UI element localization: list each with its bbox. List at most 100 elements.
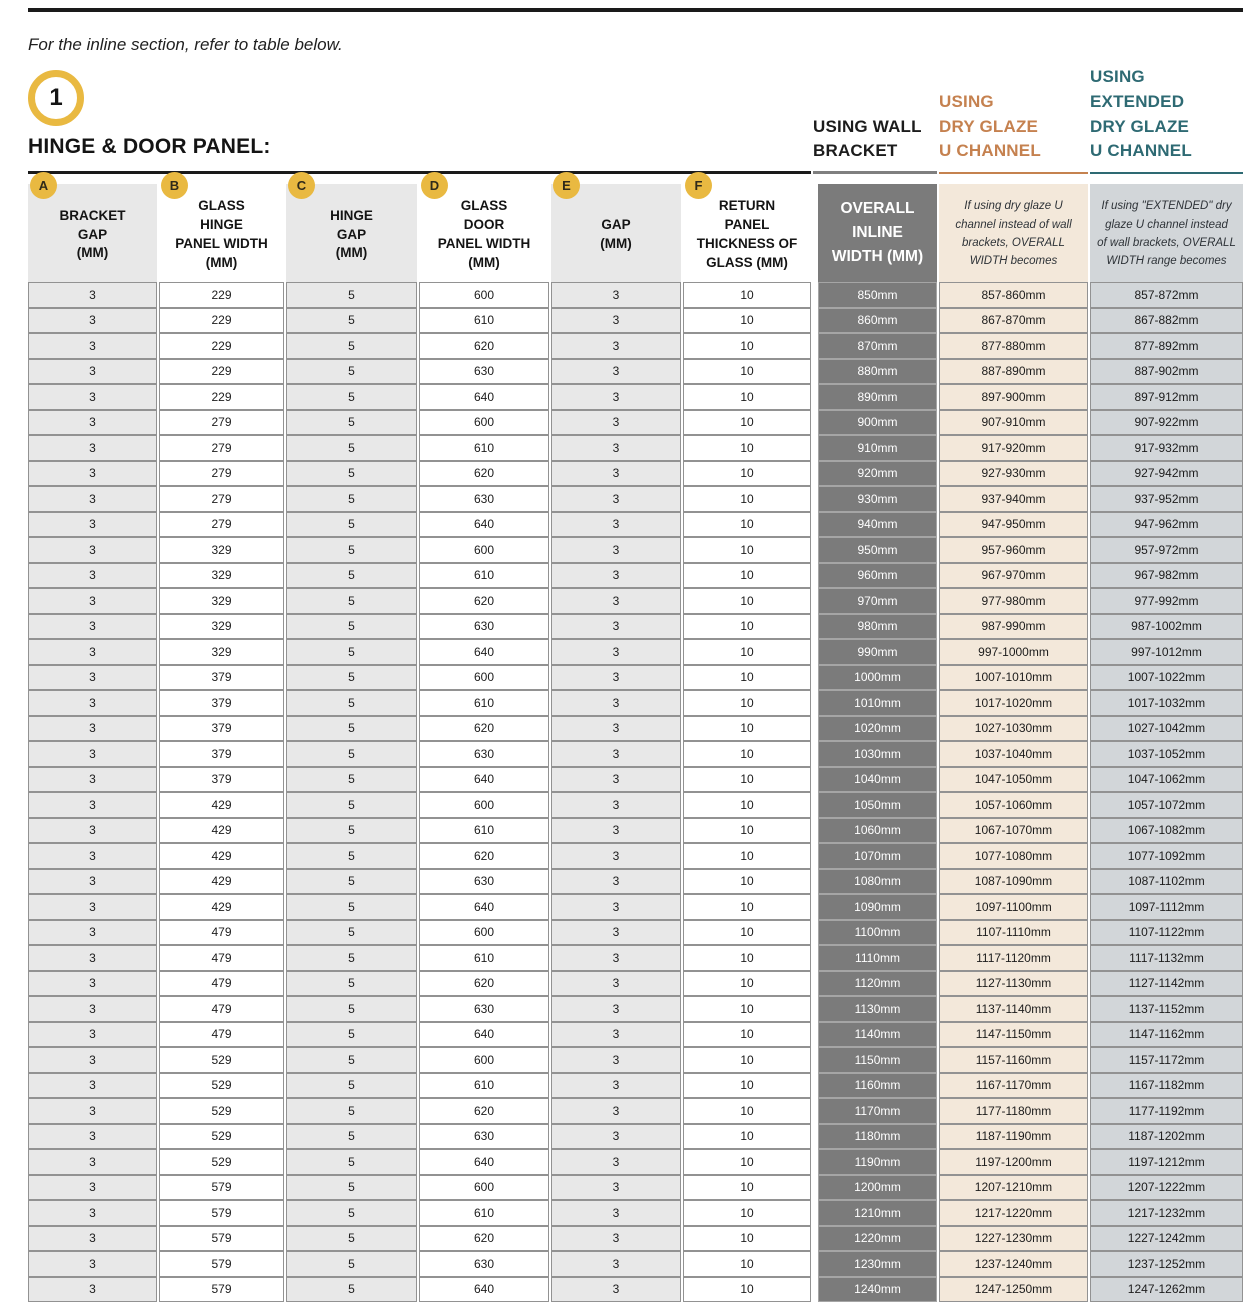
table-cell: 1017-1020mm <box>939 690 1088 716</box>
table-cell: 5 <box>286 715 417 741</box>
table-cell: 1157-1172mm <box>1090 1047 1243 1073</box>
table-cell: 10 <box>683 409 811 435</box>
table-cell: 3 <box>28 1225 157 1251</box>
column-header-label: HINGE GAP (MM) <box>330 207 373 261</box>
table-cell: 1247-1262mm <box>1090 1276 1243 1302</box>
table-cell: 947-950mm <box>939 511 1088 537</box>
table-cell: 3 <box>551 358 681 384</box>
table-row: 3 279 5 610 3 10 910mm 917-920mm 917-932mm <box>28 435 1243 461</box>
table-cell: 3 <box>551 843 681 869</box>
table-cell: 1010mm <box>818 690 937 716</box>
extended-dry-glaze-underline <box>1090 172 1243 174</box>
header-rules-row <box>28 171 1243 174</box>
table-cell: 1197-1200mm <box>939 1149 1088 1175</box>
table-cell: 630 <box>419 868 549 894</box>
table-cell: 3 <box>551 409 681 435</box>
table-cell: 10 <box>683 894 811 920</box>
table-cell: 3 <box>28 460 157 486</box>
table-cell: 3 <box>28 639 157 665</box>
table-cell: 1120mm <box>818 970 937 996</box>
table-cell: 10 <box>683 868 811 894</box>
table-cell: 229 <box>159 384 284 410</box>
table-cell: 5 <box>286 1225 417 1251</box>
table-cell: 3 <box>28 792 157 818</box>
table-cell: 1040mm <box>818 766 937 792</box>
table-cell: 379 <box>159 715 284 741</box>
table-cell: 1170mm <box>818 1098 937 1124</box>
table-cell: 3 <box>28 1072 157 1098</box>
table-cell: 1207-1210mm <box>939 1174 1088 1200</box>
column-header-hinge-gap: C HINGE GAP (MM) <box>286 172 417 282</box>
table-cell: 329 <box>159 537 284 563</box>
table-row: 3 229 5 600 3 10 850mm 857-860mm 857-872mm <box>28 282 1243 308</box>
table-row: 3 529 5 640 3 10 1190mm 1197-1200mm 1197-1212mm <box>28 1149 1243 1175</box>
table-cell: 3 <box>551 460 681 486</box>
table-cell: 3 <box>28 1123 157 1149</box>
table-cell: 10 <box>683 639 811 665</box>
table-row: 3 279 5 600 3 10 900mm 907-910mm 907-922mm <box>28 409 1243 435</box>
table-cell: 5 <box>286 894 417 920</box>
table-cell: 600 <box>419 664 549 690</box>
table-cell: 5 <box>286 435 417 461</box>
table-cell: 5 <box>286 1276 417 1302</box>
table-cell: 977-992mm <box>1090 588 1243 614</box>
table-cell: 579 <box>159 1251 284 1277</box>
column-header-glass-hinge-panel-width: B GLASS HINGE PANEL WIDTH (MM) <box>159 172 284 282</box>
table-cell: 479 <box>159 919 284 945</box>
table-cell: 640 <box>419 1276 549 1302</box>
table-cell: 5 <box>286 282 417 308</box>
table-cell: 1087-1090mm <box>939 868 1088 894</box>
table-cell: 907-910mm <box>939 409 1088 435</box>
table-cell: 479 <box>159 996 284 1022</box>
table-cell: 279 <box>159 486 284 512</box>
table-cell: 279 <box>159 435 284 461</box>
table-cell: 3 <box>28 868 157 894</box>
table-cell: 5 <box>286 333 417 359</box>
table-cell: 1220mm <box>818 1225 937 1251</box>
column-header-label: RETURN PANEL THICKNESS OF GLASS (MM) <box>696 198 798 270</box>
table-cell: 10 <box>683 843 811 869</box>
column-header-label: BRACKET GAP (MM) <box>59 207 126 261</box>
table-cell: 10 <box>683 613 811 639</box>
manual-page: For the inline section, refer to table b… <box>0 8 1247 1314</box>
table-cell: 10 <box>683 588 811 614</box>
table-cell: 1017-1032mm <box>1090 690 1243 716</box>
table-cell: 957-960mm <box>939 537 1088 563</box>
table-cell: 1140mm <box>818 1021 937 1047</box>
table-cell: 10 <box>683 307 811 333</box>
table-cell: 3 <box>551 664 681 690</box>
table-cell: 10 <box>683 333 811 359</box>
column-header-dry-glaze-note: If using dry glaze U channel instead of … <box>939 184 1088 282</box>
table-cell: 429 <box>159 894 284 920</box>
table-cell: 479 <box>159 1021 284 1047</box>
table-row: 3 579 5 640 3 10 1240mm 1247-1250mm 1247-1262mm <box>28 1276 1243 1302</box>
table-cell: 229 <box>159 358 284 384</box>
table-cell: 10 <box>683 741 811 767</box>
table-cell: 860mm <box>818 307 937 333</box>
table-cell: 857-860mm <box>939 282 1088 308</box>
table-cell: 1020mm <box>818 715 937 741</box>
table-cell: 5 <box>286 1200 417 1226</box>
table-row: 3 329 5 620 3 10 970mm 977-980mm 977-992mm <box>28 588 1243 614</box>
table-cell: 479 <box>159 970 284 996</box>
table-cell: 10 <box>683 996 811 1022</box>
table-cell: 620 <box>419 460 549 486</box>
table-cell: 10 <box>683 1276 811 1302</box>
table-cell: 3 <box>551 537 681 563</box>
table-cell: 279 <box>159 511 284 537</box>
table-cell: 10 <box>683 1123 811 1149</box>
table-row: 3 529 5 620 3 10 1170mm 1177-1180mm 1177-1192mm <box>28 1098 1243 1124</box>
table-cell: 897-912mm <box>1090 384 1243 410</box>
table-cell: 910mm <box>818 435 937 461</box>
table-cell: 980mm <box>818 613 937 639</box>
table-cell: 3 <box>551 715 681 741</box>
table-cell: 5 <box>286 1047 417 1073</box>
table-cell: 5 <box>286 996 417 1022</box>
table-cell: 640 <box>419 766 549 792</box>
table-cell: 5 <box>286 613 417 639</box>
table-cell: 3 <box>551 1072 681 1098</box>
table-cell: 5 <box>286 562 417 588</box>
table-cell: 10 <box>683 945 811 971</box>
table-cell: 5 <box>286 664 417 690</box>
table-cell: 1127-1130mm <box>939 970 1088 996</box>
